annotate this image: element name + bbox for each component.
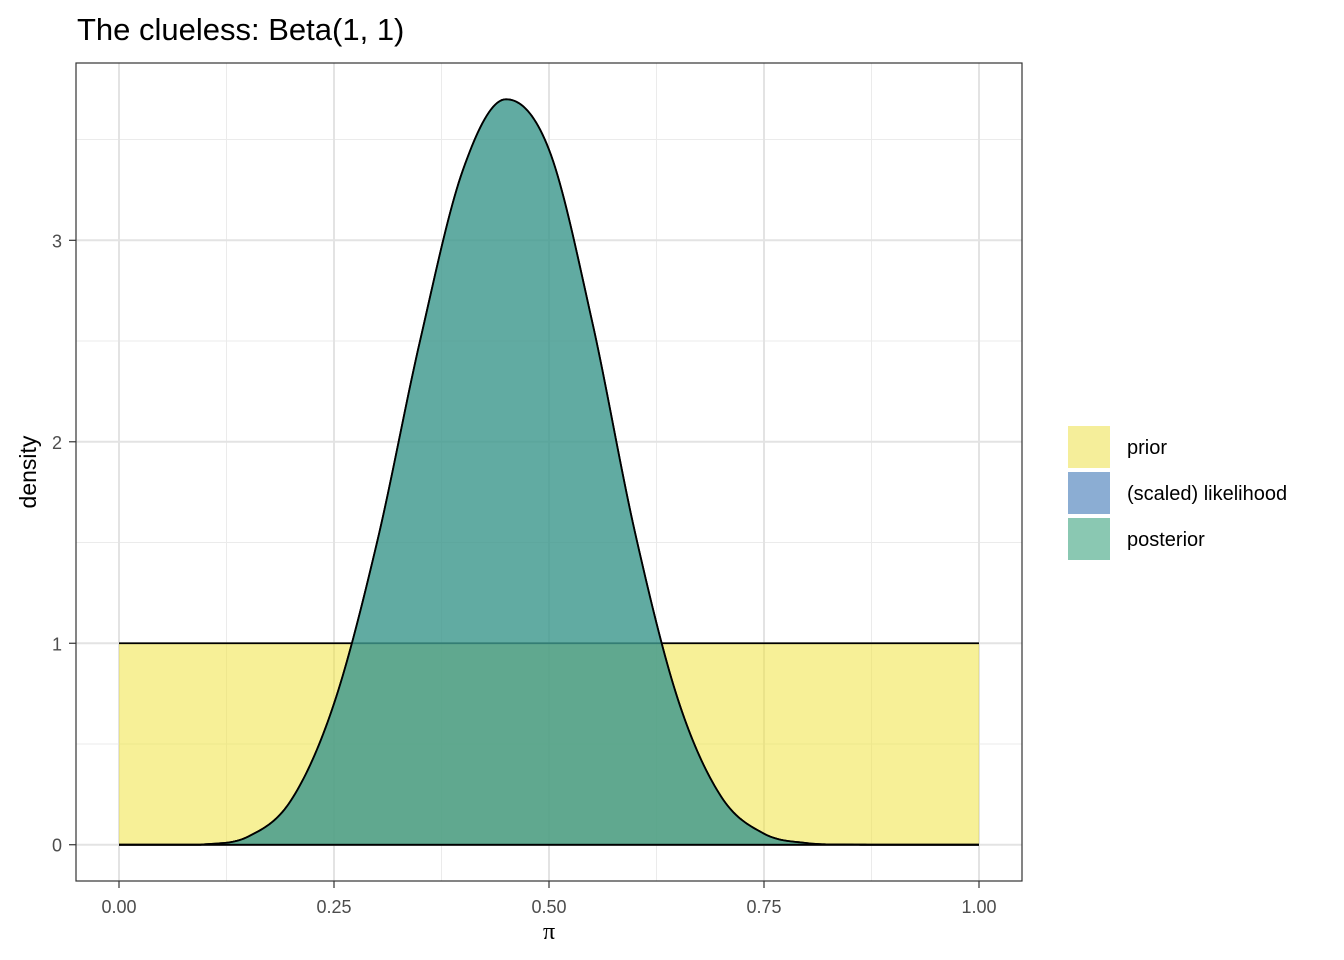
y-axis: 0 1 2 3 xyxy=(52,231,76,856)
legend-swatch-prior xyxy=(1068,426,1110,468)
x-axis-title: π xyxy=(543,919,555,945)
legend-swatch-posterior xyxy=(1068,518,1110,560)
legend-label-posterior: posterior xyxy=(1127,529,1205,551)
x-tick-label: 0.25 xyxy=(316,897,351,917)
y-tick-label: 3 xyxy=(52,231,62,251)
x-axis: 0.00 0.25 0.50 0.75 1.00 xyxy=(101,881,997,917)
x-tick-label: 0.75 xyxy=(746,897,781,917)
series-area-posterior xyxy=(119,99,979,845)
x-tick-label: 1.00 xyxy=(961,897,996,917)
legend: prior (scaled) likelihood posterior xyxy=(1068,426,1287,560)
y-axis-title: density xyxy=(15,435,41,508)
legend-label-scaled-likelihood: (scaled) likelihood xyxy=(1127,483,1287,505)
y-tick-label: 2 xyxy=(52,433,62,453)
y-tick-label: 1 xyxy=(52,634,62,654)
series-layer xyxy=(119,98,979,846)
x-tick-label: 0.00 xyxy=(101,897,136,917)
x-tick-label: 0.50 xyxy=(531,897,566,917)
legend-label-prior: prior xyxy=(1127,437,1167,459)
chart-title: The clueless: Beta(1, 1) xyxy=(77,12,404,47)
y-tick-label: 0 xyxy=(52,836,62,856)
legend-swatch-scaled-likelihood xyxy=(1068,472,1110,514)
